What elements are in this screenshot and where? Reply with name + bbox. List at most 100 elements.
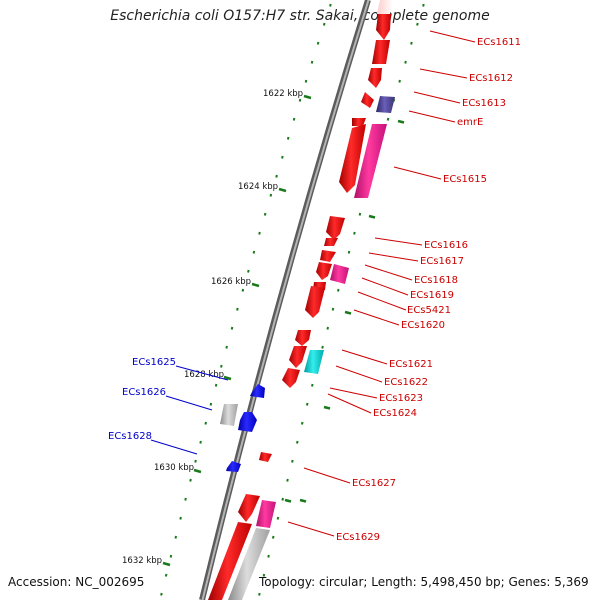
gene-ecs1621-a[interactable] xyxy=(295,330,311,346)
label-ecs1616[interactable]: ECs1616 xyxy=(424,240,468,251)
label-ecs1626[interactable]: ECs1626 xyxy=(122,387,166,398)
inner-ring-dot xyxy=(286,136,290,140)
scale-labels: 1622 kbp 1624 kbp 1626 kbp 1628 kbp 1630… xyxy=(122,89,303,566)
outer-ring-dot xyxy=(262,573,266,577)
label-ecs1613[interactable]: ECs1613 xyxy=(462,98,506,109)
inner-ring-dot xyxy=(322,22,326,26)
inner-ring-dot xyxy=(329,3,332,7)
scale-label-1628: 1628 kbp xyxy=(184,370,224,380)
gene-ecs1615[interactable] xyxy=(339,124,366,193)
gene-ecs1615-magenta[interactable] xyxy=(354,124,387,198)
inner-ring-dot xyxy=(304,79,308,83)
inner-ring-dot xyxy=(194,459,197,463)
label-ecs1627[interactable]: ECs1627 xyxy=(352,478,396,489)
outer-ring-dot xyxy=(422,3,425,7)
inner-ring-dot xyxy=(247,269,250,273)
label-emre[interactable]: emrE xyxy=(457,117,483,128)
label-ecs1612[interactable]: ECs1612 xyxy=(469,73,513,84)
outer-ring-dot xyxy=(267,554,270,558)
forward-genes xyxy=(208,0,395,600)
gene-ecs1619-magenta[interactable] xyxy=(330,264,349,284)
outer-ring-dot xyxy=(331,307,335,311)
gene-ecs1617[interactable] xyxy=(324,238,338,246)
gene-ecs1619[interactable] xyxy=(316,262,332,280)
gene-ecs1628[interactable] xyxy=(226,461,241,472)
label-ecs5421[interactable]: ECs5421 xyxy=(407,305,451,316)
gene-ecs1629[interactable] xyxy=(256,500,276,528)
label-ecs1624[interactable]: ECs1624 xyxy=(373,408,417,419)
inner-ring-dot xyxy=(269,193,273,197)
inner-ring-dot xyxy=(241,288,245,292)
gene-ecs1612-a[interactable] xyxy=(372,40,390,64)
reverse-gene-labels: ECs1625 ECs1626 ECs1628 xyxy=(108,357,176,442)
label-ecs1619[interactable]: ECs1619 xyxy=(410,290,454,301)
label-ecs1615[interactable]: ECs1615 xyxy=(443,174,487,185)
label-ecs1620[interactable]: ECs1620 xyxy=(401,320,445,331)
inner-ring-dot xyxy=(184,497,187,501)
gene-ecs1630-red[interactable] xyxy=(208,522,252,600)
scale-ticks xyxy=(162,94,405,567)
gene-ecs1630-gray[interactable] xyxy=(228,528,270,600)
label-ecs1621[interactable]: ECs1621 xyxy=(389,359,433,370)
outer-ring-dot xyxy=(416,22,419,26)
gene-ecs1622[interactable] xyxy=(304,350,324,374)
inner-ring-dot xyxy=(281,155,284,159)
gene-ecs1618[interactable] xyxy=(320,250,336,262)
scale-tick xyxy=(223,375,232,381)
gene-emre[interactable] xyxy=(376,96,395,113)
outer-ring-dot xyxy=(358,212,362,216)
inner-ring-dot xyxy=(236,307,239,311)
scale-label-1630: 1630 kbp xyxy=(154,463,194,473)
inner-ring-dot xyxy=(174,535,178,539)
label-ecs1622[interactable]: ECs1622 xyxy=(384,377,428,388)
inner-ring-dot xyxy=(225,345,228,349)
outer-ring-dot xyxy=(291,459,294,463)
outer-ring-dot xyxy=(321,345,324,349)
inner-ring-dot xyxy=(230,326,234,330)
gene-ecs1629-a[interactable] xyxy=(238,494,260,522)
gene-ecs1627[interactable] xyxy=(259,452,272,462)
scale-tick xyxy=(278,187,287,193)
inner-ring-dot xyxy=(179,516,182,520)
outer-ring-dot xyxy=(286,478,289,482)
gene-ecs1611-white[interactable] xyxy=(377,0,393,14)
outer-ring-dot xyxy=(326,326,330,330)
gene-ecs1616[interactable] xyxy=(326,216,345,240)
gene-ecs1625[interactable] xyxy=(250,384,265,398)
inner-dotted-ring xyxy=(160,3,332,596)
label-ecs1623[interactable]: ECs1623 xyxy=(379,393,423,404)
gene-ecs1620[interactable] xyxy=(305,286,325,318)
inner-ring-dot xyxy=(275,174,278,178)
scale-label-1626: 1626 kbp xyxy=(211,277,251,287)
gene-ecs1615-a[interactable] xyxy=(352,118,366,126)
outer-ring-dot xyxy=(276,516,280,520)
track-dash xyxy=(284,498,292,503)
inner-ring-dot xyxy=(292,117,296,121)
gene-ecs1611[interactable] xyxy=(376,14,391,40)
topology-text: Topology: circular; Length: 5,498,450 bp… xyxy=(259,575,589,589)
gene-ecs1626-gray[interactable] xyxy=(220,404,238,426)
gene-ecs1623[interactable] xyxy=(282,368,300,388)
label-ecs1611[interactable]: ECs1611 xyxy=(477,37,521,48)
label-ecs1628[interactable]: ECs1628 xyxy=(108,431,152,442)
gene-ecs1612[interactable] xyxy=(368,68,382,88)
outer-ring-dot xyxy=(305,402,309,406)
map-title: Escherichia coli O157:H7 str. Sakai, com… xyxy=(110,8,490,24)
inner-ring-dot xyxy=(189,478,192,482)
scale-label-1622: 1622 kbp xyxy=(263,89,303,99)
inner-ring-dot xyxy=(204,421,207,425)
track-dash xyxy=(299,498,307,503)
gene-ecs1621[interactable] xyxy=(289,346,307,368)
label-ecs1629[interactable]: ECs1629 xyxy=(336,532,380,543)
outer-ring-dot xyxy=(347,250,351,254)
label-ecs1617[interactable]: ECs1617 xyxy=(420,256,464,267)
gene-ecs1626[interactable] xyxy=(238,412,257,432)
outer-ring-dot xyxy=(398,79,401,83)
label-ecs1625[interactable]: ECs1625 xyxy=(132,357,176,368)
genome-backbone xyxy=(199,0,371,600)
label-ecs1618[interactable]: ECs1618 xyxy=(414,275,458,286)
outer-ring-dot xyxy=(353,231,356,235)
gene-ecs1613[interactable] xyxy=(361,92,374,108)
outer-ring-dot xyxy=(386,117,390,121)
inner-ring-dot xyxy=(263,212,267,216)
